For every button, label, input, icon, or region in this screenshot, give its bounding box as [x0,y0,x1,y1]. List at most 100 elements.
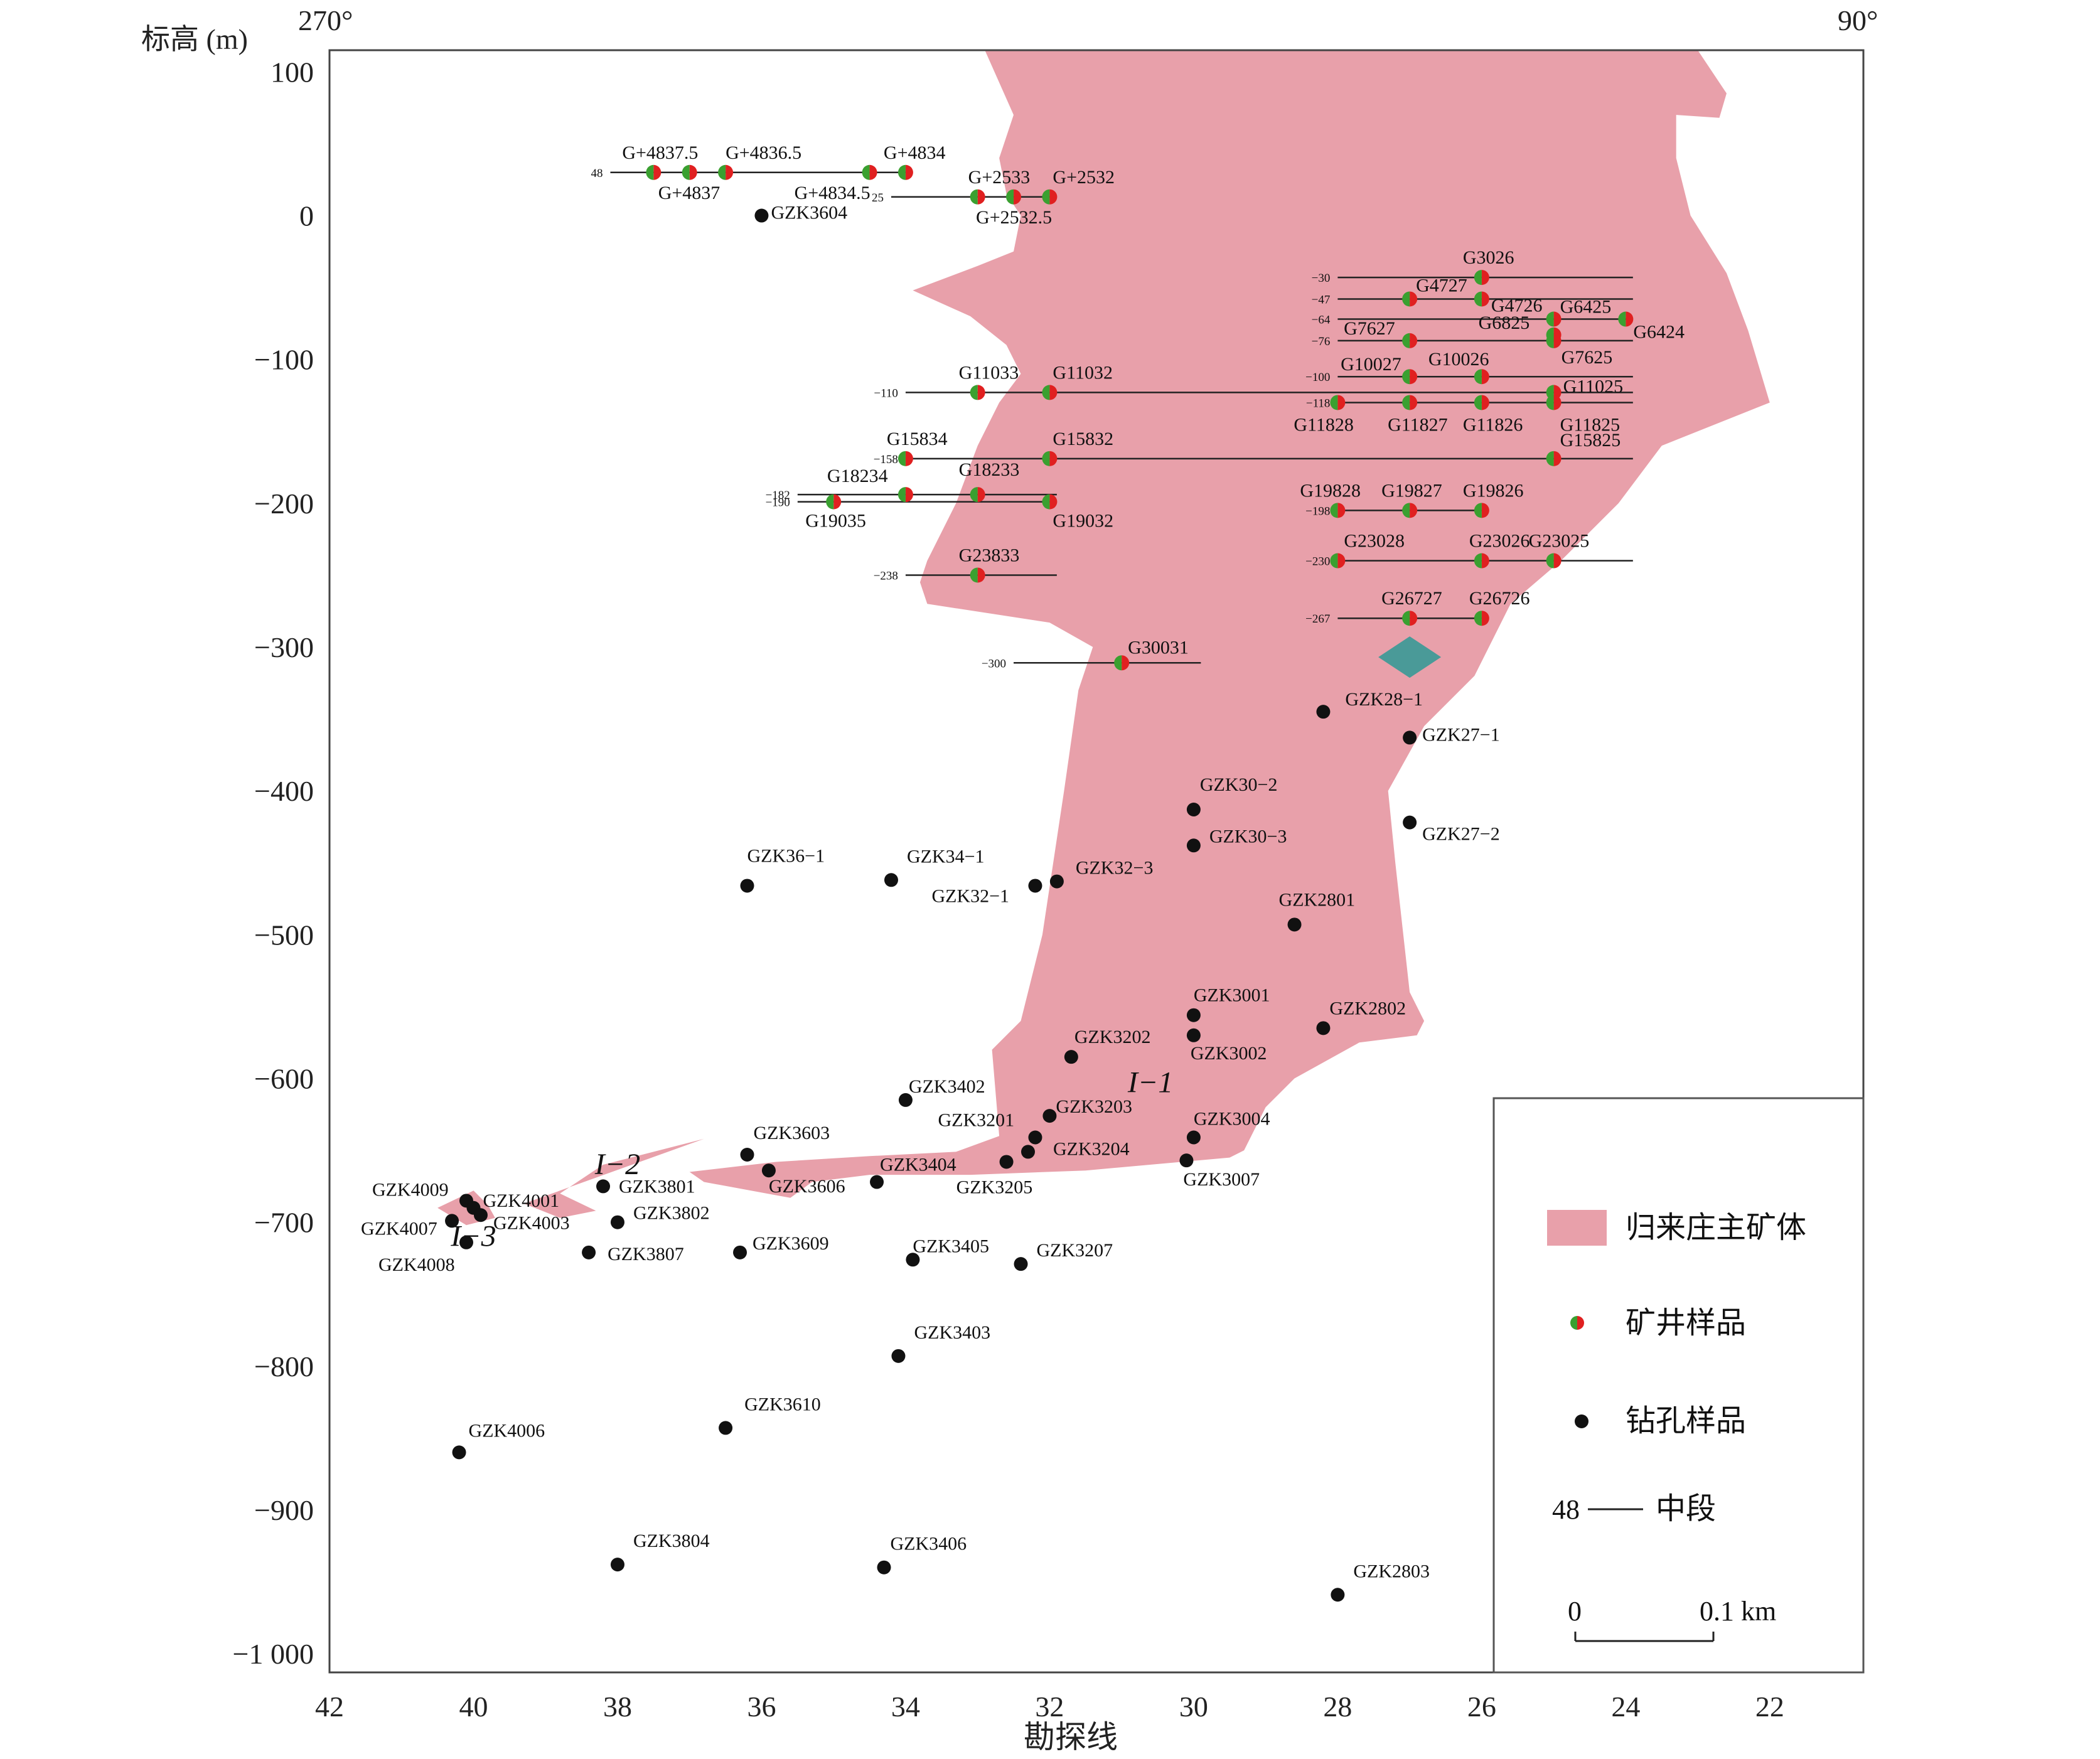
mine-sample-label: G6425 [1560,297,1612,318]
y-tick-label: −200 [254,488,314,520]
marker-red-half [1410,503,1418,518]
drill-sample-label: GZK36−1 [747,845,825,866]
mine-sample-marker [1546,395,1562,410]
mine-sample-label: G11032 [1053,362,1113,383]
marker-red-half [1049,451,1058,466]
level-label: −110 [874,387,898,400]
mine-sample-marker [1546,311,1562,327]
drill-sample-label: GZK3404 [880,1155,956,1175]
marker-red-half [1410,291,1418,307]
mine-sample-marker [1546,553,1562,569]
level-label: −300 [982,657,1006,670]
marker-green-half [970,189,978,205]
drill-sample-marker [999,1155,1014,1169]
mine-sample-marker [1402,333,1418,348]
mine-sample-marker [862,164,877,180]
mine-sample-marker [1330,395,1346,410]
x-tick-label: 26 [1467,1691,1496,1723]
marker-red-half [1410,333,1418,348]
mine-sample-label: G+4837 [658,183,721,203]
y-tick-label: −1 000 [233,1638,314,1670]
marker-green-half [1042,385,1050,400]
drill-sample-label: GZK30−3 [1209,826,1287,847]
top-right-angle: 90° [1838,4,1878,36]
mine-sample-label: G23026 [1469,531,1530,552]
marker-red-half [1337,395,1346,410]
drill-sample-marker [1316,705,1331,719]
drill-sample-marker [740,879,754,893]
x-tick-label: 32 [1035,1691,1064,1723]
mine-sample-marker [1402,291,1418,307]
level-label: −76 [1312,335,1331,348]
marker-green-half [1006,189,1014,205]
marker-green-half [1546,451,1554,466]
drill-sample-label: GZK3204 [1053,1138,1130,1159]
mine-sample-label: G18234 [827,466,888,486]
drill-sample-marker [596,1179,611,1194]
marker-red-half [1410,395,1418,410]
x-tick-label: 30 [1179,1691,1208,1723]
drill-sample-marker [1028,879,1042,893]
mine-sample-label: G15832 [1053,429,1113,449]
mine-sample-label: G+2533 [968,167,1031,188]
level-label: −64 [1312,314,1331,327]
marker-red-half [1481,611,1489,626]
drill-sample-label: GZK34−1 [907,846,985,867]
marker-diamond [1378,636,1442,678]
mine-sample-marker [1042,385,1058,400]
drill-sample-label: GZK3201 [938,1110,1014,1131]
mine-sample-label: G19827 [1381,480,1442,501]
drill-sample-marker [1331,1588,1345,1602]
drill-sample-label: GZK2801 [1279,889,1356,910]
x-tick-label: 36 [747,1691,776,1723]
legend-drill-marker [1575,1414,1588,1428]
marker-green-half [1402,333,1410,348]
x-tick-label: 38 [603,1691,632,1723]
drill-sample-marker [1186,803,1201,816]
marker-red-half [1553,395,1562,410]
drill-sample-label: GZK27−1 [1422,724,1500,745]
drill-sample-label: GZK3807 [608,1244,684,1264]
drill-sample-marker [1014,1257,1028,1271]
marker-green-half [897,487,906,503]
mine-sample-marker [1006,189,1022,205]
y-tick-label: −800 [254,1350,314,1382]
legend-level-label: 中段 [1656,1492,1716,1526]
mine-sample-marker [970,189,985,205]
marker-green-half [1330,395,1338,410]
mine-sample-label: G11825 [1560,414,1621,435]
mine-sample-marker [1402,503,1418,518]
x-axis-label: 勘探线 [1024,1719,1118,1755]
marker-green-half [970,385,978,400]
marker-red-half [1410,369,1418,385]
drill-sample-label: GZK4003 [493,1212,570,1233]
mine-sample-label: G6424 [1633,322,1685,343]
mine-sample-label: G19032 [1053,511,1113,532]
legend-mine-marker [1570,1316,1584,1330]
ore-body-label: I−1 [1127,1066,1173,1099]
legend-mine-label: 矿井样品 [1626,1307,1746,1340]
drill-sample-marker [1186,838,1201,853]
marker-red-half [833,494,842,510]
mine-sample-marker [1474,611,1489,626]
mine-sample-label: G11826 [1463,414,1523,435]
drill-sample-label: GZK30−2 [1200,774,1278,795]
mine-sample-label: G+2532.5 [976,207,1052,228]
marker-red-half [905,487,913,503]
mine-sample-marker [682,164,697,180]
mine-sample-label: G11827 [1388,414,1448,435]
marker-green-half [1618,311,1626,327]
marker-green-half [826,494,834,510]
drill-sample-marker [610,1558,624,1572]
plot-border [328,49,1865,1674]
marker-red-half [689,164,697,180]
drill-sample-label: GZK3202 [1074,1027,1151,1047]
drill-sample-marker [754,208,769,223]
level-label: −47 [1312,293,1331,306]
y-tick-label: −600 [254,1063,314,1095]
mine-sample-marker [1474,553,1489,569]
mine-sample-marker [897,487,913,503]
axes-layer: 42 40 38 36 34 32 30 28 26 24 221000−100−200−300−4… [233,56,1784,1723]
mine-sample-marker [1402,395,1418,410]
